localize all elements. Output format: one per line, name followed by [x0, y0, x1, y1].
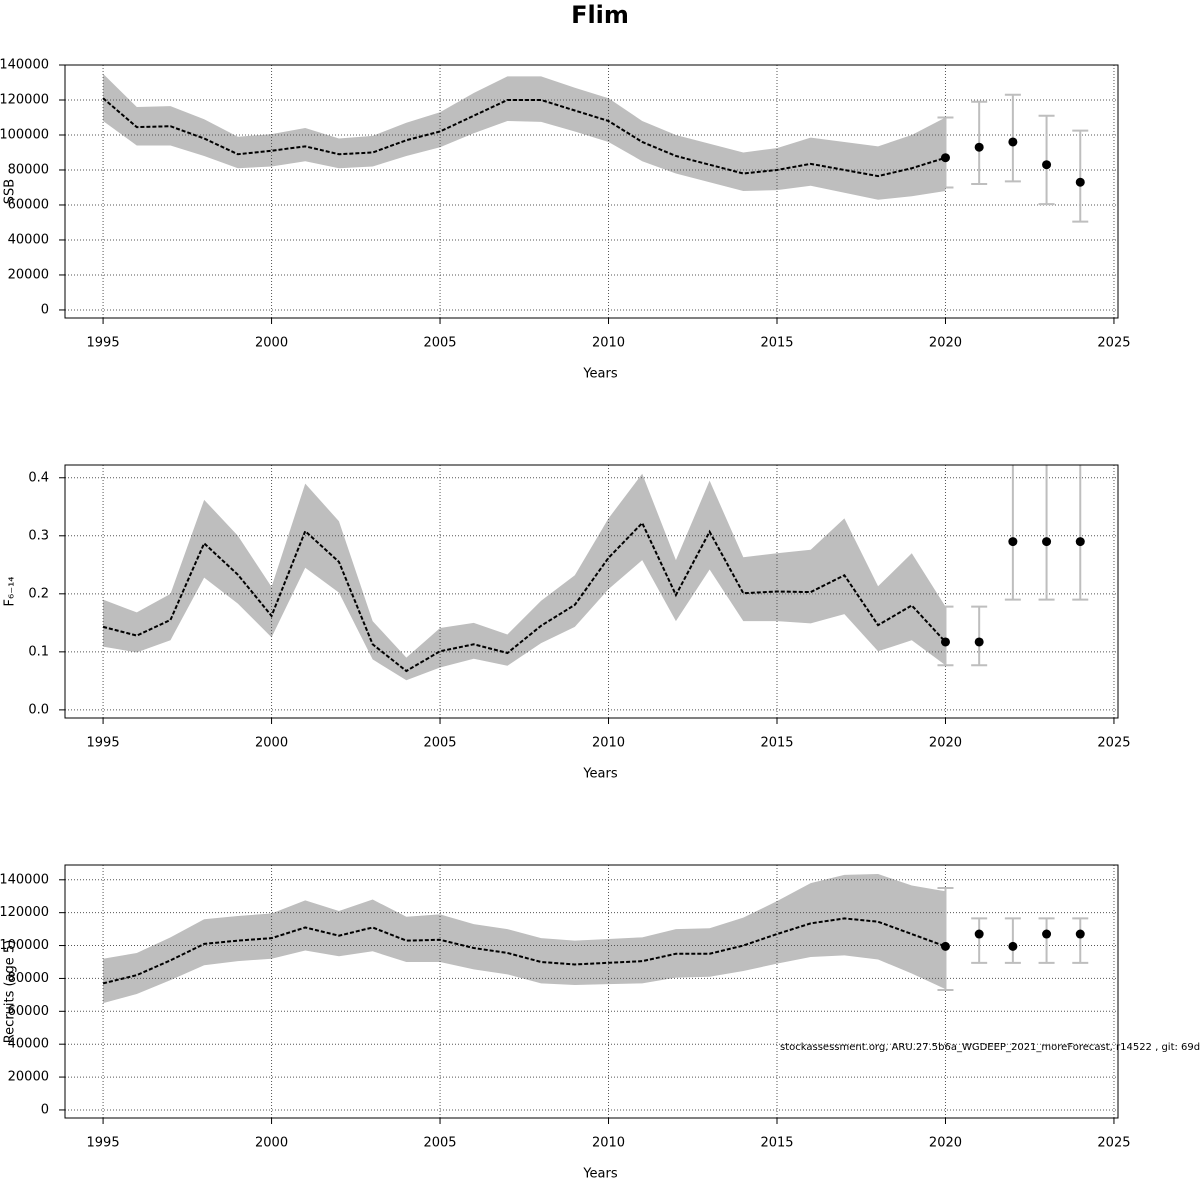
y-tick-label: 40000	[8, 1037, 49, 1052]
forecast-point	[1008, 137, 1018, 147]
y-tick-label: 80000	[8, 971, 49, 986]
y-tick-label: 100000	[0, 127, 49, 142]
plot-area	[65, 65, 1118, 318]
x-tick-label: 1995	[87, 1136, 120, 1151]
x-tick-label: 2005	[423, 336, 456, 351]
forecast-point	[1075, 177, 1085, 187]
y-tick-label: 60000	[8, 197, 49, 212]
y-tick-label: 0.4	[28, 470, 49, 485]
x-tick-label: 2015	[760, 736, 793, 751]
x-axis-label: Years	[582, 767, 618, 782]
y-tick-label: 120000	[0, 92, 49, 107]
plot-area	[65, 465, 1118, 718]
forecast-point	[974, 142, 984, 152]
x-tick-label: 1995	[87, 736, 120, 751]
x-tick-label: 1995	[87, 336, 120, 351]
forecast-point	[940, 153, 950, 163]
x-tick-label: 2025	[1097, 736, 1130, 751]
forecast-point	[940, 941, 950, 951]
x-tick-label: 2010	[592, 336, 625, 351]
x-axis-label: Years	[582, 1167, 618, 1182]
y-axis-label: SSB	[3, 179, 18, 204]
x-tick-label: 2005	[423, 1136, 456, 1151]
plot-frame	[64, 64, 1119, 319]
x-tick-label: 2020	[929, 736, 962, 751]
forecast-point	[940, 637, 950, 647]
forecast-point	[974, 637, 984, 647]
y-tick-label: 120000	[0, 905, 49, 920]
forecast-point	[1075, 537, 1085, 547]
y-tick-label: 0.2	[28, 586, 49, 601]
forecast-point	[974, 929, 984, 939]
x-tick-label: 2020	[929, 1136, 962, 1151]
x-tick-label: 2025	[1097, 336, 1130, 351]
x-axis-label: Years	[582, 367, 618, 382]
forecast-point	[1042, 160, 1052, 170]
y-tick-label: 0.1	[28, 644, 49, 659]
y-tick-label: 60000	[8, 1004, 49, 1019]
x-tick-label: 2010	[592, 1136, 625, 1151]
y-axis-label: Recruits (age 5)	[3, 940, 18, 1044]
y-tick-label: 140000	[0, 58, 49, 73]
y-tick-label: 80000	[8, 162, 49, 177]
x-tick-label: 2010	[592, 736, 625, 751]
x-tick-label: 2025	[1097, 1136, 1130, 1151]
forecast-point	[1042, 929, 1052, 939]
y-tick-label: 40000	[8, 232, 49, 247]
estimate-line	[102, 521, 947, 673]
y-tick-label: 100000	[0, 938, 49, 953]
x-tick-label: 2020	[929, 336, 962, 351]
forecast-point	[1075, 929, 1085, 939]
forecast-point	[1008, 941, 1018, 951]
confidence-band	[103, 874, 946, 1004]
estimate-line	[102, 97, 946, 178]
x-tick-label: 2000	[255, 336, 288, 351]
y-tick-label: 20000	[8, 267, 49, 282]
plot-frame	[64, 464, 1119, 719]
plot-frame	[64, 864, 1119, 1119]
y-tick-label: 20000	[8, 1070, 49, 1085]
footnote: stockassessment.org, ARU.27.5b6a_WGDEEP_…	[780, 1042, 1200, 1053]
plot-area	[65, 865, 1118, 1118]
figure-title: Flim	[571, 1, 629, 29]
x-tick-label: 2005	[423, 736, 456, 751]
y-tick-label: 0	[41, 1102, 49, 1117]
y-tick-label: 140000	[0, 872, 49, 887]
x-tick-label: 2015	[760, 336, 793, 351]
x-tick-label: 2015	[760, 1136, 793, 1151]
confidence-band	[103, 473, 946, 681]
forecast-point	[1042, 537, 1052, 547]
y-tick-label: 0.3	[28, 528, 49, 543]
y-tick-label: 0	[41, 302, 49, 317]
y-tick-label: 0.0	[28, 702, 49, 717]
x-tick-label: 2000	[255, 1136, 288, 1151]
confidence-band	[103, 73, 946, 200]
forecast-point	[1008, 537, 1018, 547]
y-axis-label: F₆₋₁₄	[3, 577, 18, 607]
x-tick-label: 2000	[255, 736, 288, 751]
